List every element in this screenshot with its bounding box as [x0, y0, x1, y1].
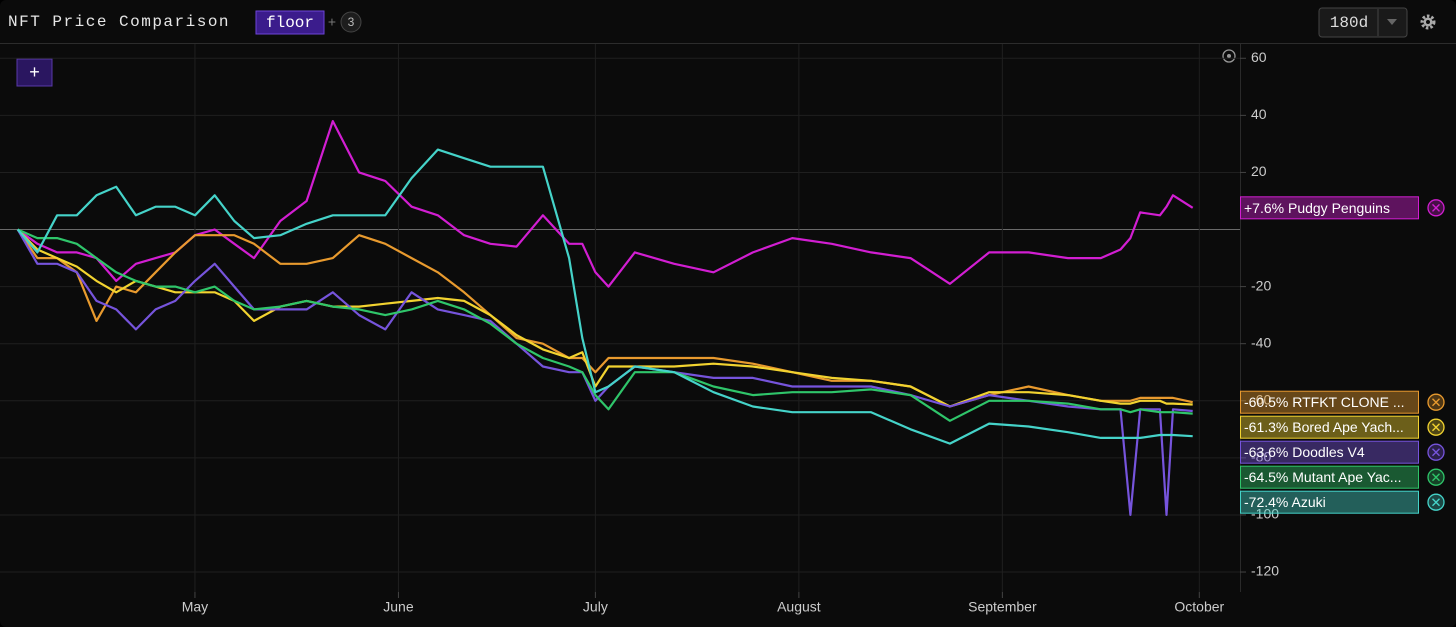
legend-label: +7.6% Pudgy Penguins: [1244, 200, 1390, 216]
legend-label: -60.5% RTFKT CLONE ...: [1244, 394, 1405, 410]
y-tick-label: 40: [1251, 106, 1267, 122]
x-tick-label: July: [583, 599, 608, 615]
remove-series-x[interactable]: [1432, 473, 1440, 482]
x-tick-label: August: [777, 599, 821, 615]
series-line: [17, 228, 1193, 422]
x-tick-label: October: [1174, 599, 1224, 615]
add-button-label[interactable]: +: [29, 62, 40, 82]
y-tick-label: -40: [1251, 334, 1271, 350]
y-tick-label: 60: [1251, 49, 1267, 65]
legend-name: Mutant Ape Yac...: [1292, 469, 1401, 485]
y-tick-label: -20: [1251, 277, 1271, 293]
legend-change: +7.6%: [1244, 200, 1284, 216]
legend-label: -61.3% Bored Ape Yach...: [1244, 419, 1404, 435]
legend-name: Bored Ape Yach...: [1292, 419, 1404, 435]
legend-name: Pudgy Penguins: [1288, 200, 1390, 216]
y-tick-label: 20: [1251, 163, 1267, 179]
legend-change: -64.5%: [1244, 469, 1288, 485]
gear-hole[interactable]: [1426, 20, 1430, 24]
range-select[interactable]: [1318, 7, 1408, 38]
legend-box: [1240, 440, 1419, 464]
remove-series-x[interactable]: [1432, 423, 1440, 432]
legend: +7.6% Pudgy Penguins -60.5% RTFKT CLONE .…: [1240, 196, 1445, 514]
metric-label[interactable]: floor: [266, 14, 314, 32]
remove-series-x[interactable]: [1432, 448, 1440, 457]
add-metric[interactable]: +: [328, 14, 336, 30]
series-line: [16, 228, 1193, 516]
y-tick-label: -60: [1251, 391, 1271, 407]
toolbar-title: NFT Price Comparison: [8, 13, 230, 31]
legend-box: [1240, 490, 1419, 514]
x-tick-label: May: [182, 599, 208, 615]
legend-name: RTFKT CLONE ...: [1292, 394, 1404, 410]
add-button[interactable]: [16, 58, 53, 87]
remove-series-x[interactable]: [1432, 498, 1440, 507]
legend-name: Doodles V4: [1292, 444, 1365, 460]
legend-box: [1240, 390, 1419, 414]
series-line: [16, 228, 1193, 408]
target-icon-dot[interactable]: [1227, 54, 1231, 58]
legend-change: -60.5%: [1244, 394, 1288, 410]
settings-icon[interactable]: [1420, 14, 1436, 30]
series-line: [17, 120, 1194, 288]
legend-box: [1240, 415, 1419, 439]
legend-change: -63.6%: [1244, 444, 1288, 460]
x-tick-label: June: [383, 599, 414, 615]
legend-label: -64.5% Mutant Ape Yac...: [1244, 469, 1401, 485]
metric-count-badge[interactable]: [340, 11, 362, 33]
range-label[interactable]: 180d: [1330, 14, 1368, 32]
legend-box: [1240, 465, 1419, 489]
remove-series-x[interactable]: [1432, 398, 1440, 407]
plot: [16, 120, 1194, 516]
legend-label: -63.6% Doodles V4: [1244, 444, 1365, 460]
x-tick-label: September: [968, 599, 1037, 615]
legend-name: Azuki: [1291, 494, 1325, 510]
gear-teeth[interactable]: [1420, 14, 1436, 30]
metric-chip[interactable]: [255, 10, 325, 35]
legend-label: -72.4% Azuki: [1244, 494, 1326, 510]
legend-box: [1240, 196, 1419, 220]
series-line: [16, 148, 1193, 445]
range-caret[interactable]: [1387, 19, 1397, 25]
metric-count[interactable]: 3: [348, 15, 355, 29]
target-icon[interactable]: [1222, 49, 1236, 63]
legend-change: -61.3%: [1244, 419, 1288, 435]
legend-change: -72.4%: [1244, 494, 1288, 510]
y-tick-label: -80: [1251, 449, 1271, 465]
y-tick-label: -120: [1251, 563, 1279, 579]
remove-series-x[interactable]: [1432, 203, 1440, 212]
